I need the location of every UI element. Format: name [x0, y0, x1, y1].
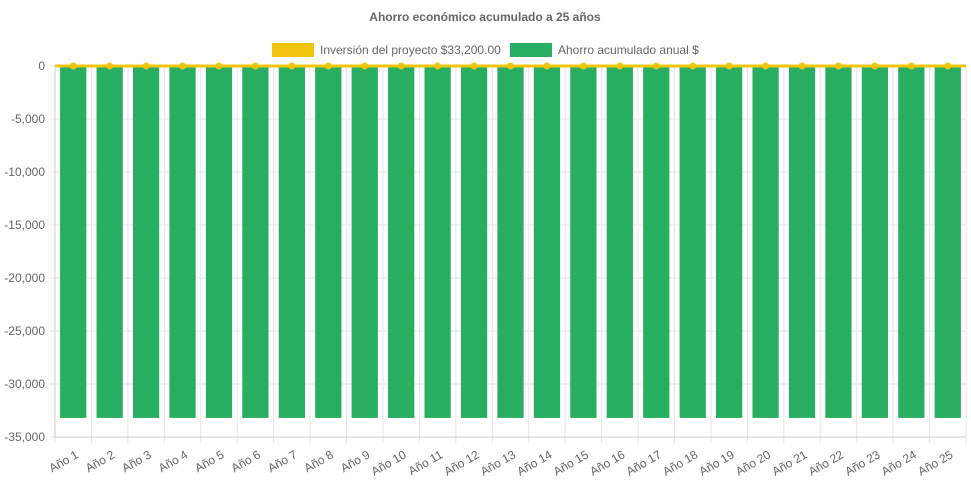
x-tick-label: Año 15: [551, 447, 591, 478]
x-tick-label: Año 22: [806, 447, 846, 478]
x-tick-label: Año 2: [83, 447, 117, 475]
x-tick-label: Año 20: [733, 447, 773, 478]
x-tick-label: Año 7: [265, 447, 299, 475]
y-tick-label: -15,000: [4, 218, 45, 232]
bar: [752, 66, 779, 418]
line-point: [944, 62, 952, 70]
bar: [861, 66, 889, 418]
line-point: [69, 62, 77, 70]
line-point: [616, 62, 624, 70]
line-point: [834, 62, 842, 70]
x-tick-label: Año 14: [514, 447, 554, 478]
x-tick-label: Año 9: [338, 447, 372, 475]
y-tick-label: -10,000: [4, 165, 45, 179]
line-point: [543, 62, 551, 70]
bar: [315, 66, 342, 418]
line-point: [324, 62, 332, 70]
bar: [205, 66, 233, 418]
x-tick-label: Año 1: [47, 447, 81, 475]
x-tick-label: Año 11: [406, 447, 445, 478]
x-tick-label: Año 23: [842, 447, 882, 478]
line-point: [725, 62, 733, 70]
line-point: [397, 62, 405, 70]
line-point: [907, 62, 915, 70]
bar: [643, 66, 670, 418]
grid: [50, 65, 967, 443]
x-tick-label: Año 4: [156, 447, 190, 475]
x-tick-label: Año 19: [697, 447, 737, 478]
legend-label-investment[interactable]: Inversión del proyecto $33,200.00: [320, 43, 501, 57]
bar: [679, 66, 706, 418]
y-tick-label: 0: [38, 59, 45, 73]
line-point: [798, 62, 806, 70]
y-tick-label: -25,000: [4, 324, 45, 338]
legend: Inversión del proyecto $33,200.00 Ahorro…: [272, 43, 699, 57]
line-point: [434, 62, 442, 70]
bar: [497, 66, 524, 418]
x-tick-label: Año 16: [587, 447, 627, 478]
bar: [169, 66, 196, 418]
x-tick-label: Año 13: [478, 447, 518, 478]
bar: [570, 66, 597, 418]
x-tick-label: Año 5: [192, 447, 226, 475]
x-tick-label: Año 12: [442, 447, 482, 478]
y-tick-label: -35,000: [4, 430, 45, 444]
bar: [716, 66, 743, 418]
x-tick-label: Año 17: [624, 447, 664, 478]
line-point: [470, 62, 478, 70]
line-point: [179, 62, 187, 70]
line-point: [215, 62, 223, 70]
line-point: [652, 62, 660, 70]
bar: [934, 66, 961, 418]
x-tick-label: Año 8: [302, 447, 336, 475]
x-tick-label: Año 6: [229, 447, 263, 475]
line-point: [106, 62, 114, 70]
bar: [351, 66, 378, 418]
bar: [60, 66, 87, 418]
bar: [132, 66, 160, 418]
bar: [788, 66, 816, 418]
line-point: [507, 62, 514, 70]
x-tick-label: Año 10: [369, 447, 409, 478]
line-point: [361, 62, 369, 70]
bar: [388, 66, 415, 418]
line-point: [142, 62, 150, 70]
x-tick-label: Año 24: [879, 447, 919, 478]
line-point: [251, 62, 259, 70]
bar: [898, 66, 925, 418]
bar: [825, 66, 852, 418]
bar: [278, 66, 305, 418]
line-point: [871, 62, 879, 70]
bar: [606, 66, 633, 418]
x-tick-label: Año 21: [770, 447, 810, 478]
legend-swatch-investment[interactable]: [272, 43, 314, 57]
bar: [424, 66, 451, 418]
bar: [533, 66, 561, 418]
chart-title: Ahorro económico acumulado a 25 años: [369, 10, 601, 24]
x-tick-label: Año 3: [119, 447, 153, 475]
line-point: [288, 62, 296, 70]
bar: [96, 66, 123, 418]
x-axis: Año 1 Año 2 Año 3 Año 4 Año 5 Año 6 Año 7 Año 8…: [47, 436, 966, 479]
y-tick-label: -20,000: [4, 271, 45, 285]
bars: [60, 66, 961, 418]
y-axis: 0 -5,000 -10,000 -15,000 -20,000 -25,000 -30,0…: [4, 59, 56, 444]
x-tick-label: Año 25: [915, 447, 955, 478]
bar: [242, 66, 269, 418]
y-tick-label: -5,000: [11, 112, 45, 126]
line-series: [55, 62, 966, 70]
y-tick-label: -30,000: [4, 377, 45, 391]
line-point: [762, 62, 770, 70]
bar: [460, 66, 488, 418]
line-point: [689, 62, 697, 70]
x-tick-label: Año 18: [660, 447, 700, 478]
legend-swatch-savings[interactable]: [510, 43, 552, 57]
legend-label-savings[interactable]: Ahorro acumulado anual $: [558, 43, 699, 57]
line-point: [579, 62, 587, 70]
